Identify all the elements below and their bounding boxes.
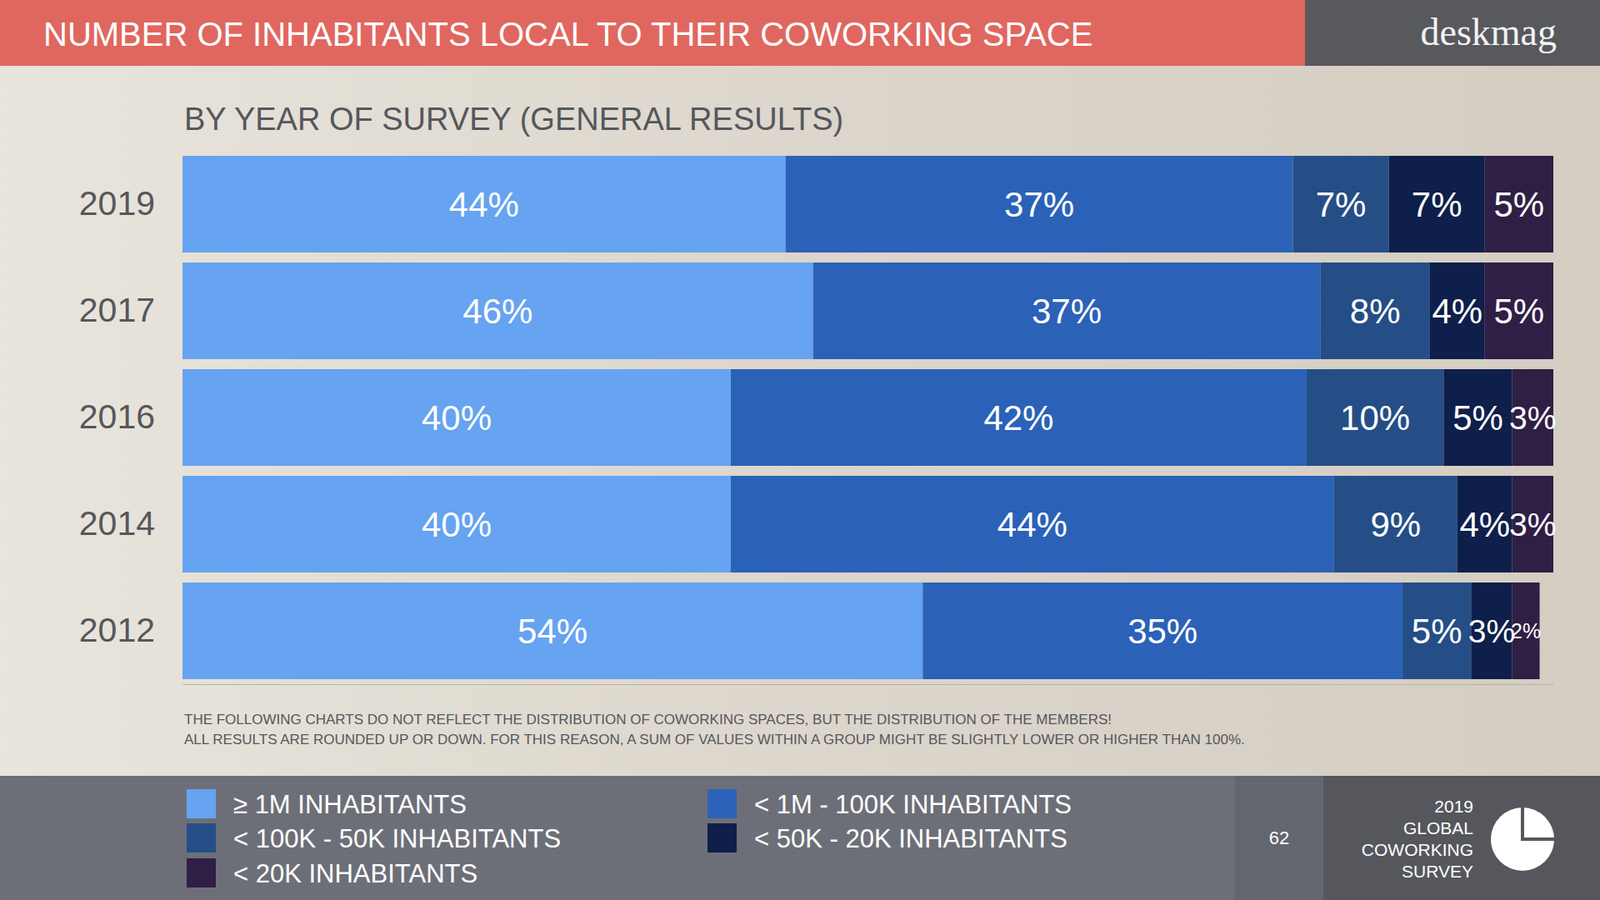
footer-text: 2019: [1434, 796, 1474, 816]
data-label: 46%: [462, 291, 533, 331]
data-label: 40%: [421, 398, 492, 438]
bars: [182, 155, 1554, 680]
bar-segment: [1430, 262, 1485, 360]
bar-segment: [730, 475, 1335, 573]
bar-segment: [1306, 369, 1445, 466]
title: NUMBER OF INHABITANTS LOCAL TO THEIR COW…: [43, 15, 1093, 53]
chart: NUMBER OF INHABITANTS LOCAL TO THEIR COW…: [0, 0, 1600, 900]
footer-text: GLOBAL: [1403, 818, 1474, 838]
data-labels: 44% 46% 40% 40% 54% 37% 37% 42% 44% 35% 7% 8% 10% 9% 5…: [421, 185, 1557, 651]
data-label: 4%: [1459, 505, 1510, 545]
bar-segment: [182, 262, 814, 360]
data-label: 5%: [1411, 611, 1463, 651]
y-tick-label: 2014: [79, 504, 155, 543]
data-label: 40%: [421, 505, 492, 545]
y-tick: 2012: [79, 610, 155, 650]
header-bar: [0, 0, 1305, 66]
bar-segment: [1292, 155, 1389, 253]
footer-page: [1235, 775, 1324, 900]
data-label: 4%: [1431, 291, 1483, 331]
legend-swatch: [707, 789, 737, 819]
data-label: 2%: [1510, 619, 1541, 643]
bar-segment: [1320, 262, 1430, 360]
data-label: 5%: [1494, 291, 1545, 331]
legend-swatch: [707, 823, 737, 853]
data-label: 3%: [1509, 506, 1556, 543]
legend-swatch: [186, 789, 216, 819]
y-tick-label: 2012: [79, 610, 155, 650]
legend-item: ≥ 1M INHABITANTS: [186, 789, 467, 820]
bar-segment: [182, 475, 731, 573]
bar-segment: [730, 369, 1307, 466]
bar-segment: [1389, 155, 1485, 253]
footer-text: SURVEY: [1401, 861, 1474, 881]
legend-item: < 1M - 100K INHABITANTS: [707, 789, 1072, 820]
brand: deskmag: [1420, 10, 1557, 54]
y-axis-line: [157, 156, 159, 680]
footer-text: COWORKING: [1361, 840, 1474, 860]
pie-icon-cut: [1522, 807, 1555, 840]
data-label: 7%: [1315, 185, 1367, 225]
background: [0, 0, 1600, 900]
bar-segment: [1485, 155, 1554, 253]
data-label: 5%: [1494, 185, 1545, 225]
brand-bar: [1305, 0, 1600, 66]
data-label: 10%: [1340, 398, 1410, 438]
data-label: 7%: [1411, 185, 1463, 225]
legend-label: < 1M - 100K INHABITANTS: [754, 790, 1072, 820]
data-label: 3%: [1509, 400, 1556, 436]
data-label: 35%: [1127, 611, 1198, 651]
footer: [0, 775, 1235, 900]
bar-segment: [182, 582, 923, 680]
data-label: 5%: [1452, 398, 1504, 438]
data-label: 44%: [449, 185, 520, 225]
bar-segment: [1402, 582, 1471, 680]
bar-segment: [1443, 369, 1512, 466]
bar-segment: [182, 155, 786, 253]
page-number: 62: [1269, 827, 1290, 849]
bar-segment: [785, 155, 1294, 253]
pie-icon: [1490, 807, 1555, 871]
data-label: 8%: [1350, 291, 1401, 331]
legend-label: < 100K - 50K INHABITANTS: [233, 824, 561, 854]
legend-label: < 20K INHABITANTS: [233, 859, 478, 889]
note: ALL RESULTS ARE ROUNDED UP OR DOWN. FOR …: [184, 731, 1245, 748]
bar-segment: [1457, 475, 1513, 573]
legend-swatch: [186, 823, 216, 853]
y-tick-label: 2017: [79, 290, 155, 330]
legend-label: < 50K - 20K INHABITANTS: [754, 824, 1068, 854]
data-label: 42%: [983, 398, 1054, 438]
y-tick: 2014: [79, 504, 155, 543]
legend-label: ≥ 1M INHABITANTS: [233, 790, 467, 820]
y-tick: 2016: [79, 397, 155, 436]
footer-brand: [1323, 775, 1600, 900]
legend-item: < 20K INHABITANTS: [186, 858, 478, 889]
data-label: 9%: [1370, 505, 1421, 545]
y-tick-label: 2016: [79, 397, 155, 436]
subtitle: BY YEAR OF SURVEY (GENERAL RESULTS): [184, 101, 844, 137]
y-tick-label: 2019: [79, 184, 155, 223]
x-axis: [183, 684, 1555, 685]
y-tick: 2019: [79, 184, 155, 223]
x-axis-line: [183, 684, 1555, 685]
bar-segment: [1485, 262, 1554, 360]
y-tick: 2017: [79, 290, 155, 330]
legend-item: < 100K - 50K INHABITANTS: [186, 823, 561, 854]
pie-icon-circle: [1490, 807, 1555, 871]
bar-segment: [813, 262, 1321, 360]
data-label: 54%: [517, 611, 588, 651]
data-label: 3%: [1468, 613, 1515, 650]
data-label: 44%: [997, 505, 1068, 545]
bar-segment: [1334, 475, 1458, 573]
bar-segment: [922, 582, 1403, 680]
legend-item: < 50K - 20K INHABITANTS: [707, 823, 1068, 854]
legend-swatch: [186, 858, 216, 888]
y-axis: 2019 2017 2016 2014 2012: [79, 156, 159, 680]
note: THE FOLLOWING CHARTS DO NOT REFLECT THE …: [184, 711, 1112, 728]
data-label: 37%: [1004, 185, 1075, 225]
data-label: 37%: [1031, 291, 1102, 331]
legend: ≥ 1M INHABITANTS < 1M - 100K INHABITANTS <…: [186, 789, 1072, 889]
bar-segment: [182, 369, 731, 466]
